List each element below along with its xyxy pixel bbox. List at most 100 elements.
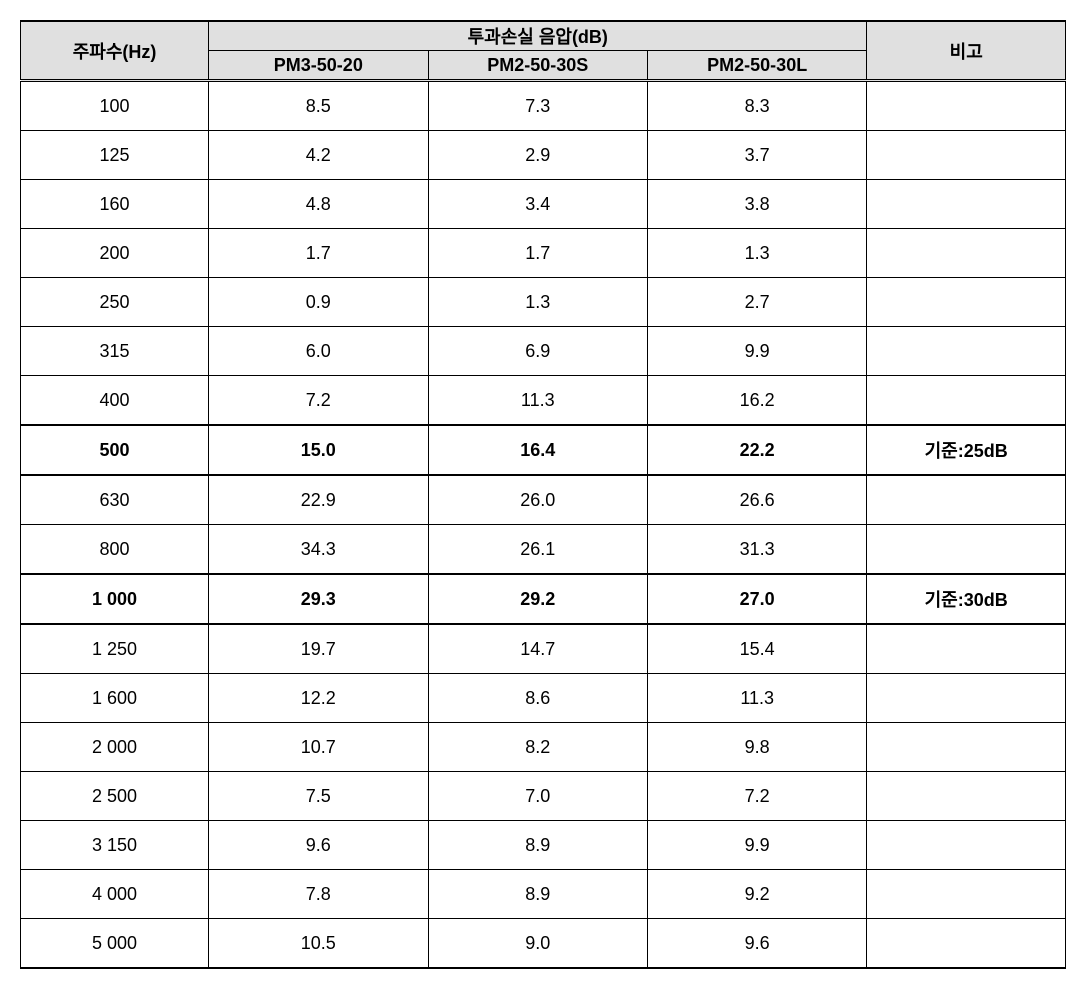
cell-pm2-50-30l: 11.3 [647,674,866,723]
cell-pm2-50-30s: 26.0 [428,475,647,525]
table-row: 4007.211.316.2 [21,376,1066,426]
table-header: 주파수(Hz) 투과손실 음압(dB) 비고 PM3-50-20 PM2-50-… [21,21,1066,81]
cell-pm3-50-20: 12.2 [209,674,428,723]
cell-pm3-50-20: 8.5 [209,81,428,131]
cell-pm3-50-20: 19.7 [209,624,428,674]
cell-pm2-50-30l: 7.2 [647,772,866,821]
cell-pm2-50-30s: 8.2 [428,723,647,772]
cell-pm2-50-30l: 27.0 [647,574,866,624]
cell-pm2-50-30l: 26.6 [647,475,866,525]
table-row: 2 00010.78.29.8 [21,723,1066,772]
cell-pm2-50-30l: 3.7 [647,131,866,180]
cell-pm2-50-30l: 31.3 [647,525,866,575]
cell-freq: 200 [21,229,209,278]
header-note: 비고 [867,21,1066,81]
cell-freq: 250 [21,278,209,327]
table-row: 50015.016.422.2기준:25dB [21,425,1066,475]
table-row: 4 0007.88.99.2 [21,870,1066,919]
table-row: 1604.83.43.8 [21,180,1066,229]
cell-pm3-50-20: 10.7 [209,723,428,772]
cell-pm3-50-20: 6.0 [209,327,428,376]
header-freq: 주파수(Hz) [21,21,209,81]
table-row: 63022.926.026.6 [21,475,1066,525]
cell-freq: 2 000 [21,723,209,772]
cell-pm2-50-30s: 7.0 [428,772,647,821]
table-row: 2 5007.57.07.2 [21,772,1066,821]
header-pm2-50-30l: PM2-50-30L [647,51,866,81]
cell-pm2-50-30s: 6.9 [428,327,647,376]
cell-pm2-50-30s: 1.3 [428,278,647,327]
cell-freq: 1 250 [21,624,209,674]
cell-pm2-50-30s: 9.0 [428,919,647,969]
cell-pm2-50-30l: 9.8 [647,723,866,772]
cell-pm2-50-30s: 26.1 [428,525,647,575]
table-row: 3156.06.99.9 [21,327,1066,376]
cell-freq: 3 150 [21,821,209,870]
cell-pm2-50-30l: 1.3 [647,229,866,278]
cell-pm3-50-20: 4.8 [209,180,428,229]
cell-pm3-50-20: 7.8 [209,870,428,919]
cell-freq: 1 000 [21,574,209,624]
table-row: 1 25019.714.715.4 [21,624,1066,674]
header-pm2-50-30s: PM2-50-30S [428,51,647,81]
cell-pm2-50-30s: 11.3 [428,376,647,426]
cell-note [867,723,1066,772]
cell-pm2-50-30l: 9.6 [647,919,866,969]
table-row: 3 1509.68.99.9 [21,821,1066,870]
cell-note [867,525,1066,575]
cell-pm2-50-30s: 2.9 [428,131,647,180]
table-row: 1 00029.329.227.0기준:30dB [21,574,1066,624]
cell-note [867,81,1066,131]
cell-pm2-50-30s: 29.2 [428,574,647,624]
cell-pm3-50-20: 9.6 [209,821,428,870]
cell-pm2-50-30s: 7.3 [428,81,647,131]
cell-note [867,821,1066,870]
cell-note [867,624,1066,674]
cell-pm2-50-30s: 3.4 [428,180,647,229]
cell-pm2-50-30l: 16.2 [647,376,866,426]
cell-note [867,180,1066,229]
cell-freq: 125 [21,131,209,180]
cell-pm3-50-20: 29.3 [209,574,428,624]
cell-note [867,674,1066,723]
cell-pm3-50-20: 7.5 [209,772,428,821]
cell-note [867,327,1066,376]
cell-pm2-50-30s: 8.9 [428,870,647,919]
cell-pm2-50-30l: 3.8 [647,180,866,229]
cell-freq: 400 [21,376,209,426]
cell-pm3-50-20: 0.9 [209,278,428,327]
cell-freq: 800 [21,525,209,575]
cell-pm2-50-30l: 15.4 [647,624,866,674]
cell-note [867,376,1066,426]
table-row: 80034.326.131.3 [21,525,1066,575]
table-row: 5 00010.59.09.6 [21,919,1066,969]
cell-freq: 160 [21,180,209,229]
cell-freq: 1 600 [21,674,209,723]
cell-note: 기준:30dB [867,574,1066,624]
cell-freq: 500 [21,425,209,475]
cell-pm3-50-20: 22.9 [209,475,428,525]
cell-pm2-50-30l: 9.9 [647,327,866,376]
cell-freq: 5 000 [21,919,209,969]
cell-freq: 4 000 [21,870,209,919]
cell-pm2-50-30s: 14.7 [428,624,647,674]
cell-pm2-50-30l: 2.7 [647,278,866,327]
cell-freq: 2 500 [21,772,209,821]
cell-pm2-50-30l: 22.2 [647,425,866,475]
cell-note [867,772,1066,821]
cell-pm3-50-20: 10.5 [209,919,428,969]
cell-pm3-50-20: 34.3 [209,525,428,575]
table-body: 1008.57.38.31254.22.93.71604.83.43.82001… [21,81,1066,969]
cell-pm3-50-20: 1.7 [209,229,428,278]
table-row: 1 60012.28.611.3 [21,674,1066,723]
table-row: 1008.57.38.3 [21,81,1066,131]
data-table: 주파수(Hz) 투과손실 음압(dB) 비고 PM3-50-20 PM2-50-… [20,20,1066,969]
table-row: 1254.22.93.7 [21,131,1066,180]
cell-note [867,278,1066,327]
header-pm3-50-20: PM3-50-20 [209,51,428,81]
header-row-1: 주파수(Hz) 투과손실 음압(dB) 비고 [21,21,1066,51]
cell-pm2-50-30l: 9.2 [647,870,866,919]
cell-pm3-50-20: 4.2 [209,131,428,180]
cell-freq: 315 [21,327,209,376]
cell-note [867,131,1066,180]
